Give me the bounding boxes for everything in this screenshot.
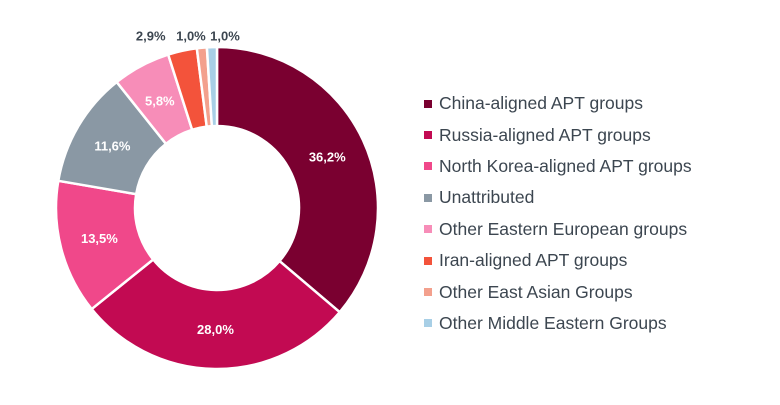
slice-value-label-2: 13,5%: [81, 231, 118, 246]
slice-value-label-0: 36,2%: [309, 149, 346, 164]
legend-item: China-aligned APT groups: [424, 88, 692, 119]
legend-label: North Korea-aligned APT groups: [439, 155, 692, 176]
donut-slice-7: [205, 45, 219, 128]
donut-chart: 36,2% 28,0% 13,5% 11,6% 5,8% 2,9% 1,0% 1,0%: [54, 29, 380, 371]
legend-swatch: [424, 99, 432, 108]
legend-swatch: [424, 319, 432, 328]
legend-swatch: [424, 131, 432, 140]
legend-item: Other East Asian Groups: [424, 276, 692, 307]
legend-label: Other Eastern European groups: [439, 218, 688, 239]
legend-item: Iran-aligned APT groups: [424, 245, 692, 276]
slice-value-label-6: 1,0%: [176, 29, 206, 44]
legend-swatch: [424, 288, 432, 297]
legend-label: Iran-aligned APT groups: [439, 250, 628, 271]
legend-label: China-aligned APT groups: [439, 93, 643, 114]
legend-item: North Korea-aligned APT groups: [424, 151, 692, 182]
donut-slice-1: [90, 258, 341, 371]
legend-label: Russia-aligned APT groups: [439, 124, 651, 145]
legend-item: Unattributed: [424, 182, 692, 213]
slice-value-label-1: 28,0%: [197, 322, 234, 337]
legend-swatch: [424, 256, 432, 265]
slice-value-label-5: 2,9%: [136, 29, 166, 44]
legend-swatch: [424, 193, 432, 202]
legend-label: Other Middle Eastern Groups: [439, 312, 667, 333]
slice-value-label-7: 1,0%: [210, 29, 240, 44]
legend-swatch: [424, 162, 432, 171]
legend-item: Other Eastern European groups: [424, 214, 692, 245]
legend-label: Unattributed: [439, 187, 535, 208]
legend-item: Russia-aligned APT groups: [424, 119, 692, 150]
slice-value-label-4: 5,8%: [145, 93, 175, 108]
slice-value-label-3: 11,6%: [94, 139, 131, 154]
chart-legend: China-aligned APT groups Russia-aligned A…: [424, 88, 692, 339]
donut-slice-0: [215, 45, 380, 314]
legend-swatch: [424, 225, 432, 234]
legend-label: Other East Asian Groups: [439, 281, 633, 302]
legend-item: Other Middle Eastern Groups: [424, 308, 692, 339]
